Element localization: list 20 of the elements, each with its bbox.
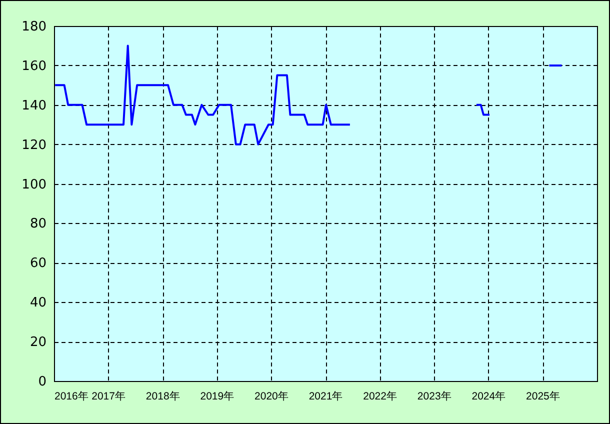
- y-tick-label: 20: [30, 335, 46, 350]
- x-tick-label: 2021年: [308, 390, 344, 402]
- y-tick-label: 140: [22, 98, 46, 114]
- x-tick-label: 2016年: [54, 390, 89, 402]
- y-tick-label: 80: [30, 216, 46, 232]
- y-tick-label: 0: [38, 374, 46, 390]
- x-tick-label: 2019年: [200, 390, 235, 402]
- y-tick-label: 120: [22, 138, 46, 153]
- x-tick-label: 2022年: [363, 390, 398, 402]
- y-tick-label: 100: [22, 177, 46, 192]
- y-tick-label: 180: [22, 20, 46, 34]
- x-tick-label: 2025年: [526, 390, 560, 402]
- x-tick-label: 2023年: [417, 390, 452, 402]
- x-tick-label: 2024年: [472, 390, 506, 402]
- y-tick-label: 160: [22, 58, 46, 74]
- y-tick-label: 40: [30, 296, 46, 311]
- x-tick-label: 2017年: [92, 390, 126, 402]
- y-tick-label: 60: [30, 256, 46, 272]
- x-tick-label: 2018年: [146, 390, 180, 402]
- x-tick-label: 2020年: [254, 390, 289, 402]
